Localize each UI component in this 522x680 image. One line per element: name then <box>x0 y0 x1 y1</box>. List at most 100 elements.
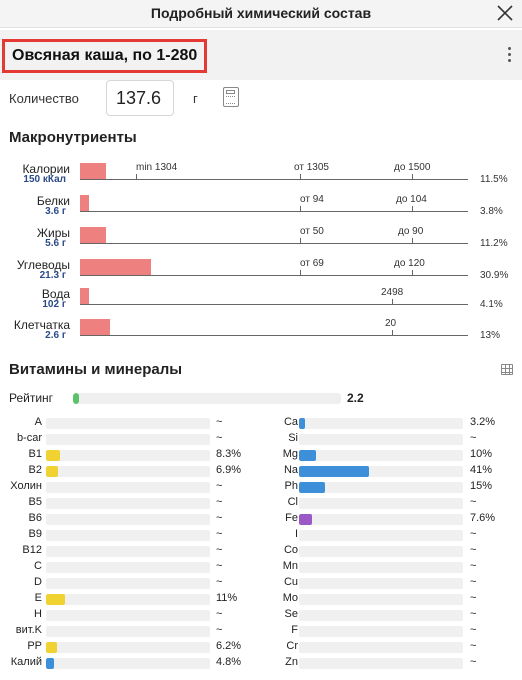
mineral-row: Cl ~ <box>260 496 522 512</box>
mineral-row: F ~ <box>260 624 522 640</box>
macro-marker-to: до 90 <box>398 226 424 237</box>
macro-percent: 4.1% <box>480 299 503 310</box>
dialog-title: Подробный химический состав <box>150 5 372 21</box>
nutrient-bar <box>299 450 463 461</box>
macro-bar <box>80 319 110 335</box>
macro-bar <box>80 195 89 211</box>
nutrient-bar-fill <box>46 594 65 605</box>
nutrient-bar-fill <box>46 450 60 461</box>
nutrient-name: вит.K <box>15 624 42 636</box>
macro-marker-norm: 20 <box>385 318 397 329</box>
nutrient-value: 6.2% <box>216 640 242 652</box>
nutrient-bar <box>46 610 210 621</box>
vitamin-row: E 11% <box>0 592 260 608</box>
nutrient-name: B2 <box>28 464 42 476</box>
mineral-row: Fe 7.6% <box>260 512 522 528</box>
nutrient-bar-fill <box>299 514 312 525</box>
nutrient-value: ~ <box>470 560 477 572</box>
nutrient-bar <box>46 498 210 509</box>
mineral-row: Cr ~ <box>260 640 522 656</box>
macro-marker-from: от 50 <box>300 226 324 237</box>
nutrient-name: B12 <box>22 544 42 556</box>
nutrient-value: ~ <box>470 432 477 444</box>
close-icon[interactable] <box>494 2 516 24</box>
macro-value: 150 кКал <box>23 174 66 185</box>
mineral-row: Cu ~ <box>260 576 522 592</box>
nutrient-value: ~ <box>470 592 477 604</box>
macros-title: Макронутриенты <box>9 129 137 146</box>
nutrient-value: ~ <box>470 656 477 668</box>
nutrient-name: F <box>291 624 298 636</box>
nutrient-bar <box>299 594 463 605</box>
nutrient-value: ~ <box>470 608 477 620</box>
macro-marker-min: min 1304 <box>136 162 178 173</box>
macro-tick <box>392 330 393 335</box>
macro-tick <box>300 270 301 275</box>
nutrient-bar-fill <box>46 658 54 669</box>
nutrient-bar <box>299 610 463 621</box>
quantity-unit: г <box>193 91 198 106</box>
nutrient-name: B6 <box>28 512 42 524</box>
nutrient-value: ~ <box>470 624 477 636</box>
mineral-row: Mg 10% <box>260 448 522 464</box>
nutrient-value: 11% <box>216 592 238 604</box>
macro-marker-from: от 94 <box>300 194 324 205</box>
nutrient-name: D <box>34 576 42 588</box>
rating-label: Рейтинг <box>9 391 54 405</box>
quantity-input[interactable] <box>106 80 174 116</box>
nutrient-bar-fill <box>299 418 305 429</box>
nutrient-value: 3.2% <box>470 416 496 428</box>
rating-bar-fill <box>73 393 79 404</box>
nutrient-bar <box>46 546 210 557</box>
table-view-icon[interactable] <box>501 364 513 375</box>
nutrient-value: ~ <box>470 640 477 652</box>
nutrient-name: A <box>34 416 42 428</box>
vitamin-row: B2 6.9% <box>0 464 260 480</box>
nutrient-bar <box>299 562 463 573</box>
macro-marker-from: от 1305 <box>294 162 329 173</box>
nutrient-bar-fill <box>46 466 58 477</box>
macro-row-fat: Жиры 5.6 г от 50 до 90 11.2% <box>0 226 522 260</box>
nutrient-bar <box>46 578 210 589</box>
nutrient-bar-fill <box>299 466 369 477</box>
vitamin-row: B9 ~ <box>0 528 260 544</box>
macro-marker-to: до 1500 <box>394 162 431 173</box>
nutrient-name: Cr <box>286 640 298 652</box>
nutrient-value: 41% <box>470 464 493 476</box>
nutrient-bar <box>46 418 210 429</box>
nutrient-value: 10% <box>470 448 493 460</box>
macro-marker-norm: 2498 <box>381 287 404 298</box>
macro-value: 21.3 г <box>39 270 66 281</box>
nutrient-value: ~ <box>216 480 223 492</box>
macro-row-carbs: Углеводы 21.3 г от 69 до 120 30.9% <box>0 258 522 292</box>
macro-tick <box>136 174 137 179</box>
macro-percent: 11.2% <box>480 238 508 249</box>
nutrient-value: ~ <box>470 576 477 588</box>
nutrient-value: ~ <box>470 496 477 508</box>
nutrient-bar <box>46 514 210 525</box>
nutrient-bar <box>299 626 463 637</box>
macro-tick <box>412 238 413 243</box>
vitamin-row: PP 6.2% <box>0 640 260 656</box>
vitamin-row: Калий 4.8% <box>0 656 260 672</box>
mineral-row: Zn ~ <box>260 656 522 672</box>
macro-value: 102 г <box>42 299 66 310</box>
nutrient-bar <box>46 450 210 461</box>
mineral-row: Si ~ <box>260 432 522 448</box>
macro-name: Углеводы <box>16 258 70 272</box>
nutrient-value: ~ <box>216 416 223 428</box>
macro-marker-to: до 120 <box>394 258 425 269</box>
calculator-icon[interactable] <box>223 87 239 107</box>
more-options-icon[interactable] <box>506 47 512 65</box>
nutrient-name: E <box>34 592 42 604</box>
nutrient-name: B5 <box>28 496 42 508</box>
vitamin-row: D ~ <box>0 576 260 592</box>
nutrient-bar <box>299 434 463 445</box>
mineral-row: Ca 3.2% <box>260 416 522 432</box>
macro-name: Калории <box>22 162 70 176</box>
vitamin-row: B12 ~ <box>0 544 260 560</box>
mineral-row: Co ~ <box>260 544 522 560</box>
macro-axis-line <box>80 275 468 276</box>
nutrient-name: I <box>294 528 298 540</box>
nutrient-bar <box>299 418 463 429</box>
